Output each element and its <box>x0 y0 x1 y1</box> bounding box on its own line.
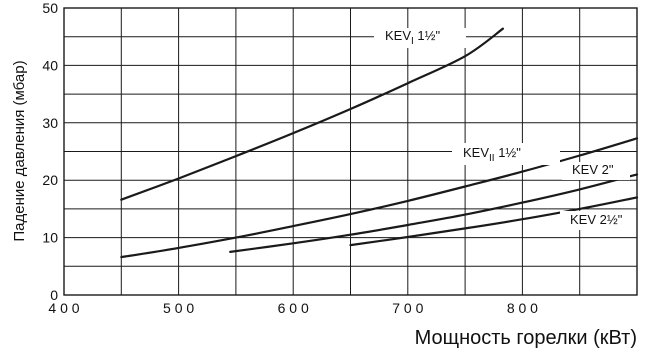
x-tick-label: 5 0 0 <box>163 300 194 316</box>
series-label-kev-2: KEV 2" <box>572 162 614 177</box>
tick-labels: 4 0 0 5 0 0 6 0 0 7 0 0 8 0 0 0 10 20 30 40 50 <box>42 0 538 316</box>
series-label-kev-2-1-5: KEVII 1½" <box>463 145 521 164</box>
series-label-background <box>452 143 560 165</box>
x-tick-label: 8 0 0 <box>507 300 538 316</box>
y-axis-title: Падение давления (мбар) <box>11 60 28 241</box>
y-tick-label: 50 <box>42 0 58 16</box>
plot-frame <box>63 7 638 296</box>
series-label-background <box>562 162 630 180</box>
series-label-background <box>560 211 636 230</box>
y-tick-label: 0 <box>50 287 58 303</box>
series-line-kev-1-1-5 <box>120 27 504 201</box>
x-axis-title: Мощность горелки (кВт) <box>415 327 637 349</box>
y-tick-label: 30 <box>42 115 58 131</box>
x-tick-label: 6 0 0 <box>278 300 309 316</box>
series-label-kev-1-1-5: KEVI 1½" <box>385 28 440 47</box>
series-line-kev-2 <box>229 173 639 253</box>
y-tick-label: 10 <box>42 230 58 246</box>
y-tick-label: 20 <box>42 172 58 188</box>
series-label-kev-2-5: KEV 2½" <box>570 212 623 227</box>
x-tick-label: 4 0 0 <box>48 300 79 316</box>
series-label-background <box>374 28 466 48</box>
curves <box>120 27 639 259</box>
x-tick-label: 7 0 0 <box>392 300 423 316</box>
series-line-kev-2-5 <box>349 196 639 247</box>
y-tick-label: 40 <box>42 57 58 73</box>
series-labels: KEVI 1½" KEVII 1½" KEV 2" KEV 2½" <box>374 28 636 230</box>
